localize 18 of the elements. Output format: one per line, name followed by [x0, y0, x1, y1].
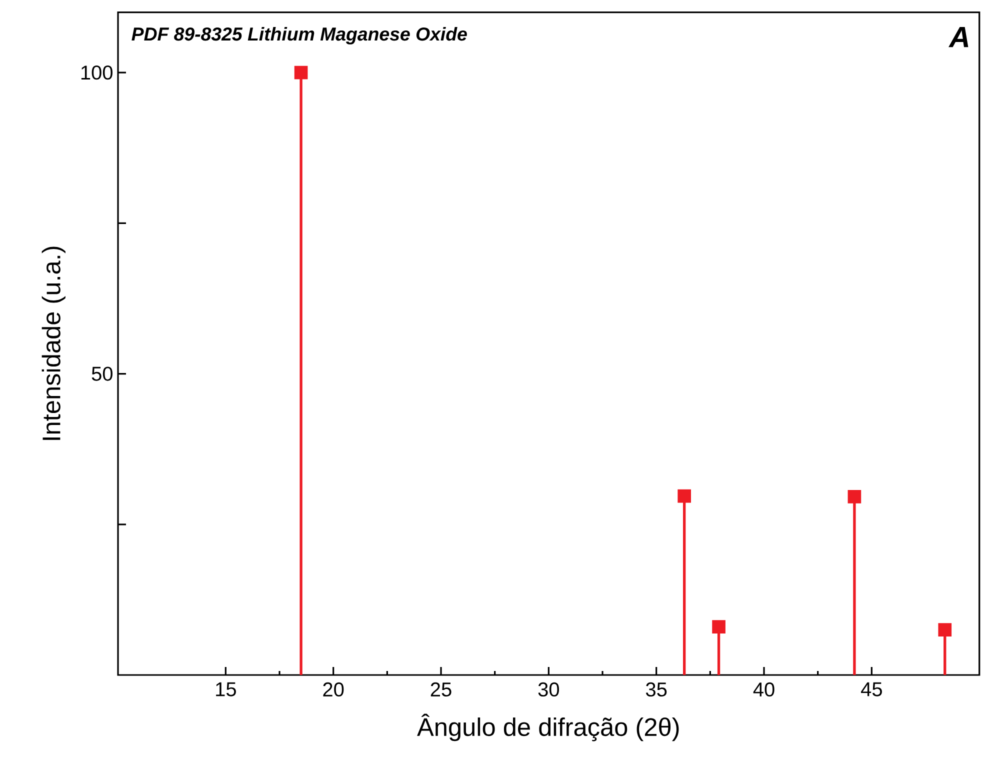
y-axis-title: Intensidade (u.a.) [42, 246, 66, 440]
y-tick-label: 100 [81, 65, 112, 80]
point [712, 620, 726, 634]
x-tick-label: 30 [538, 682, 559, 697]
x-tick-label: 20 [323, 682, 344, 697]
x-tick-label: 15 [216, 682, 236, 696]
point [678, 489, 691, 503]
x-tick-label: 40 [753, 682, 774, 697]
text: PDF 89-8325 Lithium Maganese Oxide [132, 26, 467, 44]
x-tick-label: 25 [430, 682, 452, 697]
point [938, 623, 952, 636]
point [848, 490, 862, 504]
point [294, 66, 308, 80]
x-tick-label: 45 [861, 682, 882, 696]
x-tick-label: 35 [646, 682, 667, 697]
y-tick-label: 50 [92, 366, 112, 381]
x-axis-title: Ângulo de difração (2θ) [417, 714, 679, 742]
annotation: A [948, 26, 968, 48]
